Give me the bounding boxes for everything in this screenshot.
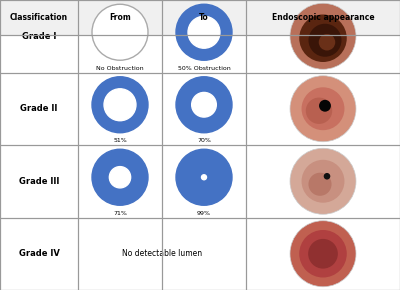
Text: No Obstruction: No Obstruction xyxy=(96,66,144,71)
Circle shape xyxy=(324,173,330,180)
Circle shape xyxy=(202,175,206,180)
Circle shape xyxy=(290,148,356,214)
Circle shape xyxy=(299,230,347,278)
Circle shape xyxy=(290,76,356,142)
Text: Grade I: Grade I xyxy=(22,32,56,41)
Text: Grade III: Grade III xyxy=(19,177,59,186)
Text: No detectable lumen: No detectable lumen xyxy=(122,249,202,258)
Circle shape xyxy=(302,87,344,130)
Text: To: To xyxy=(199,13,209,22)
Circle shape xyxy=(306,97,332,124)
Circle shape xyxy=(104,89,136,121)
Circle shape xyxy=(302,160,344,203)
Circle shape xyxy=(192,93,216,117)
Circle shape xyxy=(188,16,220,48)
Text: From: From xyxy=(109,13,131,22)
Circle shape xyxy=(319,100,331,112)
Circle shape xyxy=(176,4,232,60)
Text: Classification: Classification xyxy=(10,13,68,22)
Circle shape xyxy=(109,167,131,188)
Text: 51%: 51% xyxy=(113,138,127,143)
Text: 70%: 70% xyxy=(197,138,211,143)
Circle shape xyxy=(92,149,148,205)
Text: 99%: 99% xyxy=(197,211,211,216)
Bar xyxy=(0,0,400,35)
Text: Grade IV: Grade IV xyxy=(18,249,60,258)
Text: 71%: 71% xyxy=(113,211,127,216)
Circle shape xyxy=(92,4,148,60)
Circle shape xyxy=(319,34,335,50)
Circle shape xyxy=(290,3,356,69)
Circle shape xyxy=(308,239,338,269)
Text: Grade II: Grade II xyxy=(20,104,58,113)
Circle shape xyxy=(290,221,356,287)
Circle shape xyxy=(308,173,332,196)
Circle shape xyxy=(176,149,232,205)
Text: Endoscopic appearance: Endoscopic appearance xyxy=(272,13,374,22)
Circle shape xyxy=(176,77,232,133)
Circle shape xyxy=(92,77,148,133)
Circle shape xyxy=(299,14,347,62)
Text: 50% Obstruction: 50% Obstruction xyxy=(178,66,230,71)
Circle shape xyxy=(308,24,342,57)
